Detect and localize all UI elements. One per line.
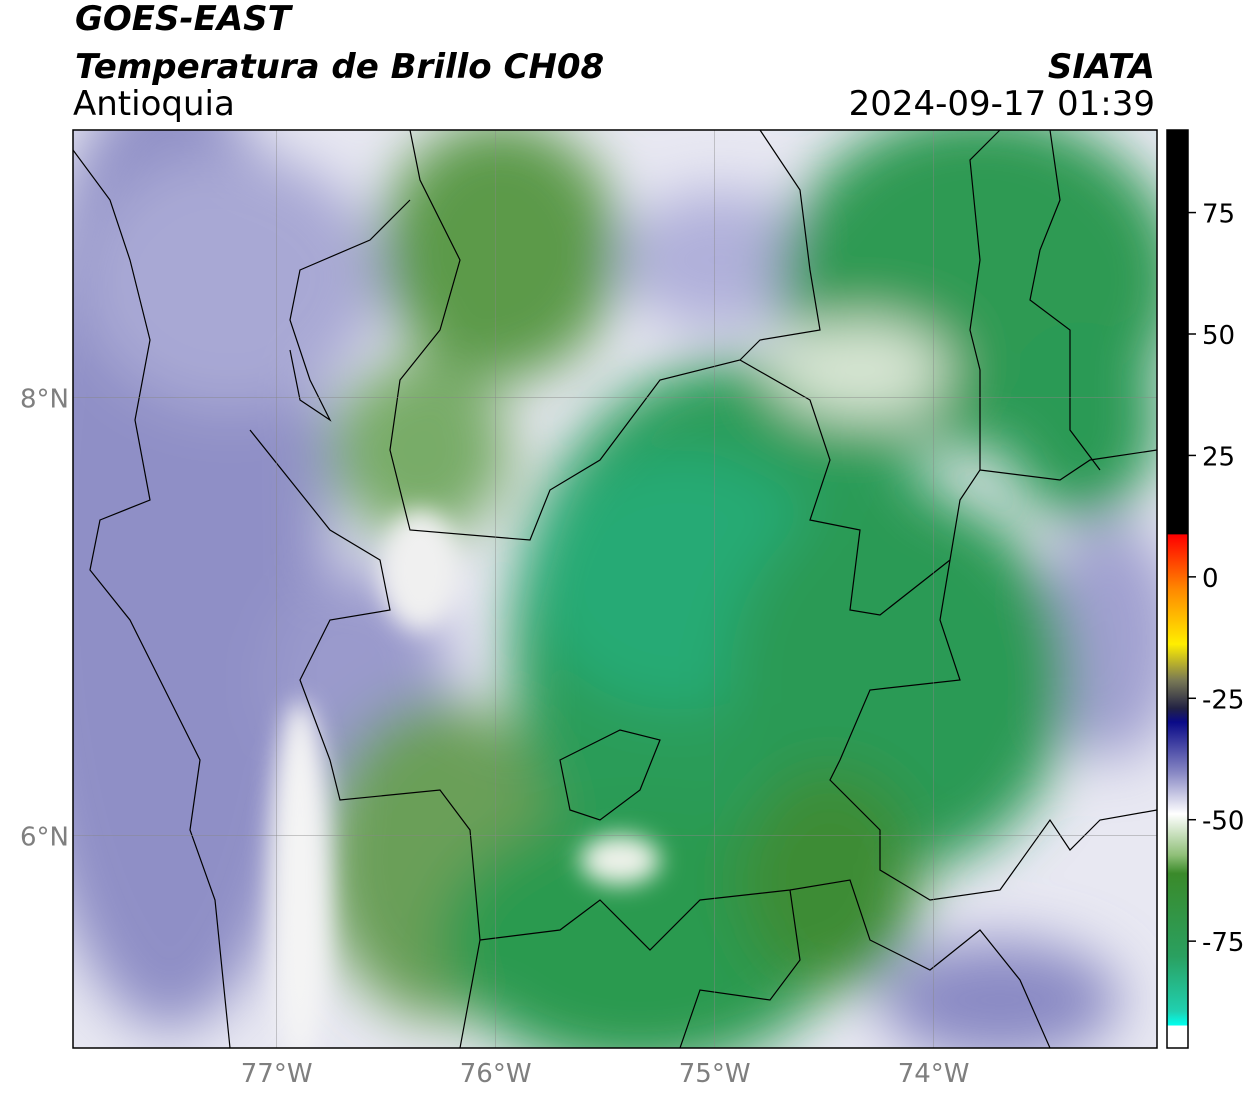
source-label: SIATA: [1048, 47, 1155, 87]
colorbar: [1166, 129, 1189, 1049]
colorbar-tick-label: 25: [1202, 442, 1235, 472]
lat-tick-label: 8°N: [20, 384, 69, 414]
lon-tick-label: 77°W: [241, 1059, 313, 1089]
map-imagery: [73, 130, 1157, 1048]
datetime-label: 2024-09-17 01:39: [849, 84, 1155, 124]
lat-tick-label: 6°N: [20, 822, 69, 852]
satellite-title: GOES-EAST: [75, 0, 294, 39]
map-frame: [72, 129, 1158, 1049]
lon-tick-label: 74°W: [898, 1059, 970, 1089]
colorbar-tick-label: -25: [1202, 685, 1244, 715]
lon-tick-label: 76°W: [460, 1059, 532, 1089]
boundaries: [73, 130, 1157, 1048]
colorbar-tick-label: 50: [1202, 321, 1235, 351]
graticule: [73, 130, 1157, 1048]
colorbar-tick-label: -75: [1202, 928, 1244, 958]
lon-tick-label: 75°W: [679, 1059, 751, 1089]
product-title: Temperatura de Brillo CH08: [75, 47, 604, 87]
colorbar-tick-label: 75: [1202, 200, 1235, 230]
colorbar-tick-label: -50: [1202, 807, 1244, 837]
colorbar-tick-label: 0: [1202, 564, 1219, 594]
region-label: Antioquia: [73, 84, 235, 124]
